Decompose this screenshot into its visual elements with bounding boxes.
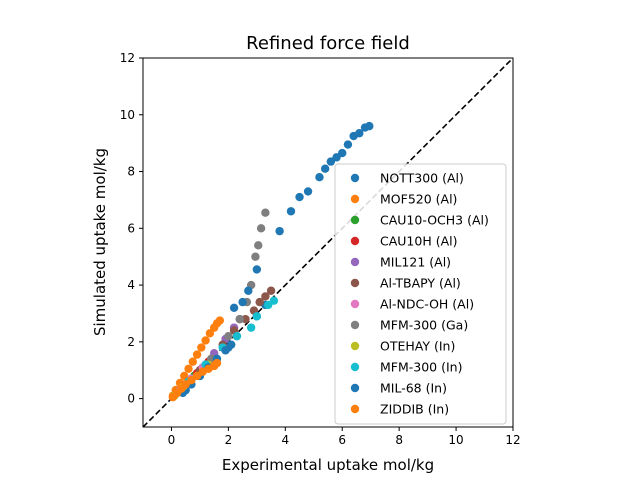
legend-marker	[350, 278, 360, 288]
legend-box	[334, 163, 507, 425]
x-tick-label: 12	[505, 433, 520, 447]
legend-entry: NOTT300 (Al)	[380, 171, 464, 186]
y-tick-label: 8	[127, 165, 135, 179]
y-axis-label: Simulated uptake mol/kg	[91, 148, 109, 336]
data-point	[303, 187, 313, 196]
data-point	[201, 336, 210, 345]
data-point	[251, 252, 260, 261]
x-tick-label: 10	[448, 433, 463, 447]
data-point	[256, 224, 266, 233]
legend-marker	[350, 383, 360, 393]
data-point	[355, 129, 364, 138]
data-point	[215, 316, 225, 325]
data-point	[261, 292, 270, 301]
legend-marker	[350, 173, 360, 183]
data-point	[197, 343, 206, 352]
legend-marker	[350, 257, 360, 267]
x-tick-label: 8	[395, 433, 403, 447]
data-point	[221, 346, 230, 355]
data-point	[224, 331, 233, 341]
y-tick-label: 2	[127, 335, 135, 349]
x-tick-label: 4	[281, 433, 289, 447]
plot-content	[143, 58, 513, 427]
y-tick-label: 0	[127, 392, 135, 406]
legend-marker	[350, 362, 360, 372]
data-point	[227, 340, 236, 349]
y-tick-label: 10	[120, 108, 135, 122]
legend-entry: CAU10H (Al)	[380, 234, 457, 249]
data-point	[252, 265, 262, 274]
data-point	[315, 173, 324, 182]
legend-marker	[350, 320, 360, 330]
data-point	[254, 241, 263, 250]
data-point	[188, 357, 198, 366]
x-axis-label: Experimental uptake mol/kg	[222, 456, 434, 474]
y-tick-label: 12	[120, 51, 135, 65]
data-point	[246, 323, 256, 332]
legend: NOTT300 (Al) MOF520 (Al) CAU10-OCH3 (Al) CA…	[334, 163, 507, 425]
legend-entry: Al-TBAPY (Al)	[380, 276, 461, 291]
legend-entry: Al-NDC-OH (Al)	[380, 297, 474, 312]
data-point	[212, 358, 222, 368]
legend-entry: MFM-300 (Ga)	[380, 318, 468, 333]
data-point	[295, 192, 304, 202]
legend-entry: MIL121 (Al)	[380, 255, 451, 270]
legend-marker	[350, 236, 360, 246]
data-point	[229, 303, 239, 312]
data-point	[365, 121, 374, 131]
legend-entry: MOF520 (Al)	[380, 192, 457, 207]
chart-title: Refined force field	[246, 33, 410, 54]
data-point	[286, 207, 296, 216]
legend-entry: MIL-68 (In)	[380, 381, 447, 396]
data-point	[269, 296, 279, 305]
data-point	[275, 226, 284, 236]
x-tick-label: 0	[168, 433, 176, 447]
data-point	[252, 312, 262, 321]
legend-entry: ZIDDIB (In)	[380, 402, 449, 417]
data-point	[235, 314, 244, 324]
data-point	[255, 297, 264, 307]
legend-entry: CAU10-OCH3 (Al)	[380, 213, 489, 228]
legend-marker	[350, 194, 360, 204]
x-tick-label: 2	[225, 433, 233, 447]
legend-marker	[350, 404, 360, 414]
legend-entry: MFM-300 (In)	[380, 360, 462, 375]
x-tick-label: 6	[338, 433, 346, 447]
axes-frame	[142, 57, 514, 428]
data-point	[338, 148, 347, 158]
data-point	[192, 350, 202, 359]
plot-area: 0 2 4 6 8 10 12 0 2 4 6 8 10 12	[120, 51, 521, 447]
y-tick-label: 6	[127, 221, 135, 235]
reference-line	[143, 58, 513, 427]
data-point	[320, 164, 330, 173]
data-point	[184, 364, 193, 374]
y-tick-label: 4	[127, 278, 135, 292]
data-point	[244, 286, 253, 295]
series-11	[168, 358, 222, 402]
legend-marker	[350, 299, 360, 309]
data-point	[261, 208, 270, 217]
data-point	[343, 140, 353, 149]
data-point	[266, 286, 276, 295]
data-point	[232, 331, 242, 341]
legend-entry: OTEHAY (In)	[380, 339, 455, 354]
legend-marker	[350, 341, 360, 351]
data-point	[238, 297, 247, 307]
legend-marker	[350, 215, 360, 225]
